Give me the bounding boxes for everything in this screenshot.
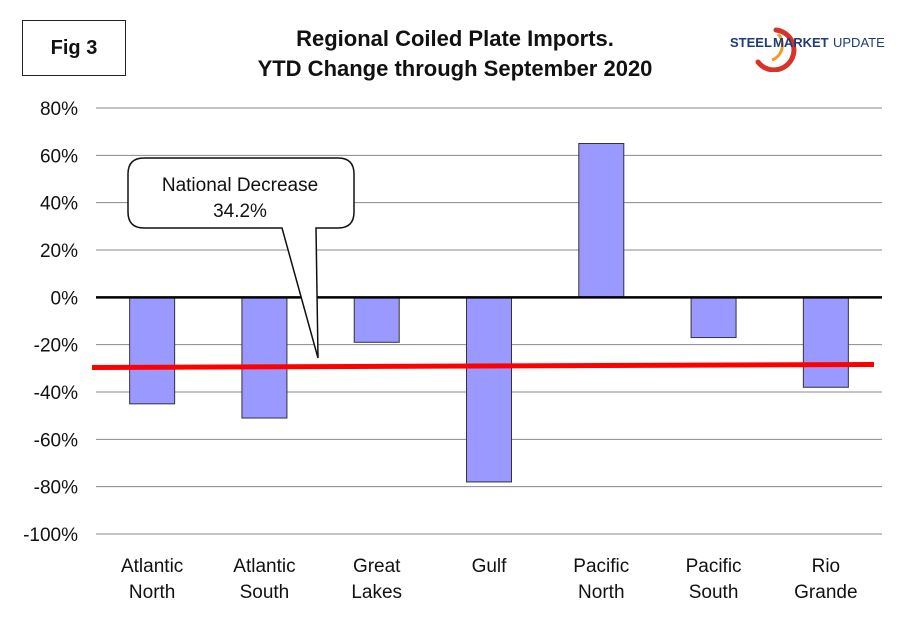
bar-atlantic-south xyxy=(241,296,288,419)
logo-swoosh-accent-icon xyxy=(771,32,784,62)
category-label: Great xyxy=(353,556,401,577)
bar-atlantic-north xyxy=(129,296,176,405)
y-tick-label: 0% xyxy=(51,288,79,309)
category-label: Lakes xyxy=(351,582,402,603)
category-label: Pacific xyxy=(686,556,742,577)
bar-pacific-south xyxy=(690,296,737,339)
category-label: South xyxy=(240,582,290,603)
chart-title: Regional Coiled Plate Imports. xyxy=(296,26,614,51)
y-tick-label: 40% xyxy=(40,194,78,215)
y-axis-tick-labels: 80% 60% 40% 20% 0% -20% -40% -60% -80% -100% xyxy=(23,99,78,546)
logo-word-market: MARKET xyxy=(773,35,829,50)
category-label: Rio xyxy=(812,556,841,577)
callout-line-1: National Decrease xyxy=(162,175,318,196)
category-label: South xyxy=(689,582,739,603)
y-tick-label: -100% xyxy=(23,525,78,546)
chart-title-block: Regional Coiled Plate Imports. YTD Chang… xyxy=(230,24,680,84)
y-tick-label: 60% xyxy=(40,146,78,167)
y-tick-label: -60% xyxy=(34,430,78,451)
logo-swoosh-icon xyxy=(755,27,797,72)
national-decrease-callout: National Decrease 34.2% xyxy=(127,157,355,359)
chart-subtitle: YTD Change through September 2020 xyxy=(257,56,653,81)
bars xyxy=(129,143,849,483)
logo-word-steel: STEEL xyxy=(730,35,772,50)
category-label: Grande xyxy=(794,582,857,603)
bar-rio-grande xyxy=(802,296,849,388)
callout-line-2: 34.2% xyxy=(213,201,267,222)
y-tick-label: 80% xyxy=(40,99,78,120)
category-label: North xyxy=(129,582,175,603)
y-tick-label: -20% xyxy=(34,336,78,357)
logo-word-update: UPDATE xyxy=(833,35,885,50)
category-label: North xyxy=(578,582,624,603)
steel-market-update-logo: STEEL MARKET UPDATE xyxy=(730,27,885,72)
bar-great-lakes xyxy=(353,296,400,343)
x-axis-category-labels: Atlantic North Atlantic South Great Lakes Gulf… xyxy=(121,556,858,603)
y-tick-label: 20% xyxy=(40,241,78,262)
category-label: Atlantic xyxy=(121,556,183,577)
bar-gulf xyxy=(466,296,512,483)
y-tick-label: -80% xyxy=(34,478,78,499)
national-average-line xyxy=(91,361,875,370)
bar-pacific-north xyxy=(578,143,625,298)
callout-bubble xyxy=(127,157,355,359)
y-tick-label: -40% xyxy=(34,383,78,404)
category-label: Pacific xyxy=(573,556,629,577)
figure-label: Fig 3 xyxy=(22,20,126,76)
category-label: Atlantic xyxy=(233,556,295,577)
category-label: Gulf xyxy=(472,556,508,577)
